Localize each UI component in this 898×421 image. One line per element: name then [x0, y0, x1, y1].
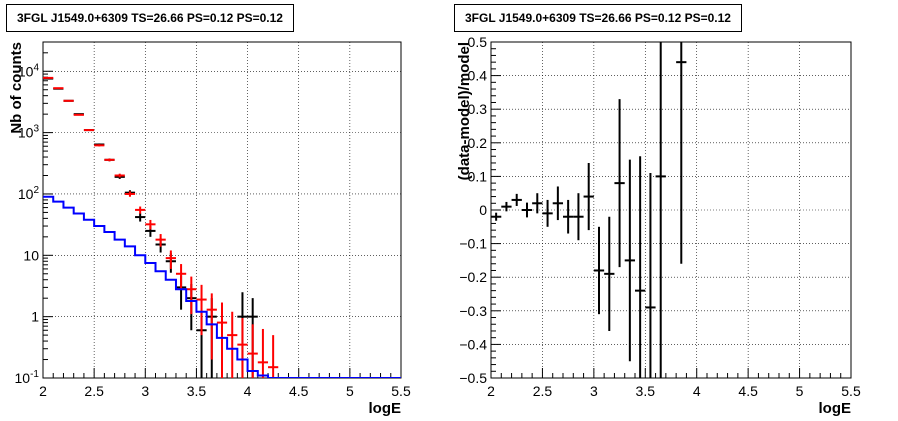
x-tick-label: 4.5	[289, 383, 309, 399]
y-tick-label: 10	[23, 247, 39, 263]
y-tick-label: −0.3	[459, 303, 487, 319]
y-tick-label: −0.4	[459, 336, 487, 352]
y-tick-label: 0.4	[468, 68, 488, 84]
right-series-layer	[491, 42, 687, 378]
x-tick-label: 2	[39, 383, 47, 399]
right-plot: 2 2.5 3 3.5 4 4.5 5 5.5 −0.5 −0.4 −0.3 −0.2 −0.1 0 0.1…	[456, 34, 861, 417]
left-plot: 2 2.5 3 3.5 4 4.5 5 5.5 10-1 1 10 102 103 104 logE Nb o…	[8, 41, 411, 417]
x-tick-label: 4.5	[738, 383, 758, 399]
y-axis-label: Nb of counts	[8, 42, 25, 134]
x-tick-label: 3.5	[187, 383, 207, 399]
left-chart-title: 3FGL J1549.0+6309 TS=26.66 PS=0.12 PS=0.…	[6, 4, 294, 32]
y-tick-label: 10-1	[15, 369, 40, 386]
y-tick-label: 104	[18, 62, 40, 79]
y-tick-label: −0.1	[459, 236, 487, 252]
right-chart-title: 3FGL J1549.0+6309 TS=26.66 PS=0.12 PS=0.…	[454, 4, 742, 32]
y-tick-label: −0.2	[459, 269, 487, 285]
x-tick-label: 3	[590, 383, 598, 399]
x-tick-label: 4	[693, 383, 701, 399]
x-tick-label: 5	[796, 383, 804, 399]
y-tick-label: 0.1	[468, 168, 488, 184]
y-tick-label: 103	[18, 124, 40, 141]
x-tick-label: 2.5	[533, 383, 553, 399]
y-tick-label: 0.2	[468, 135, 488, 151]
x-tick-label: 2.5	[84, 383, 104, 399]
model-step-line	[43, 195, 401, 378]
x-tick-label: 4	[244, 383, 252, 399]
y-tick-label: 0	[479, 202, 487, 218]
left-series-layer	[43, 76, 401, 378]
x-tick-label: 2	[487, 383, 495, 399]
x-tick-label: 5.5	[391, 383, 411, 399]
x-tick-label: 5.5	[841, 383, 861, 399]
y-axis-label: (data-model)/model	[456, 42, 473, 180]
x-axis-label: logE	[819, 400, 852, 417]
y-tick-label: 102	[18, 185, 40, 202]
y-tick-label: 0.3	[468, 101, 488, 117]
y-tick-label: 1	[31, 309, 39, 325]
x-tick-label: 3	[141, 383, 149, 399]
x-axis-label: logE	[369, 400, 402, 417]
y-tick-label: −0.5	[459, 370, 487, 386]
x-tick-label: 3.5	[636, 383, 656, 399]
y-tick-label: 0.5	[468, 34, 488, 50]
x-tick-label: 5	[346, 383, 354, 399]
